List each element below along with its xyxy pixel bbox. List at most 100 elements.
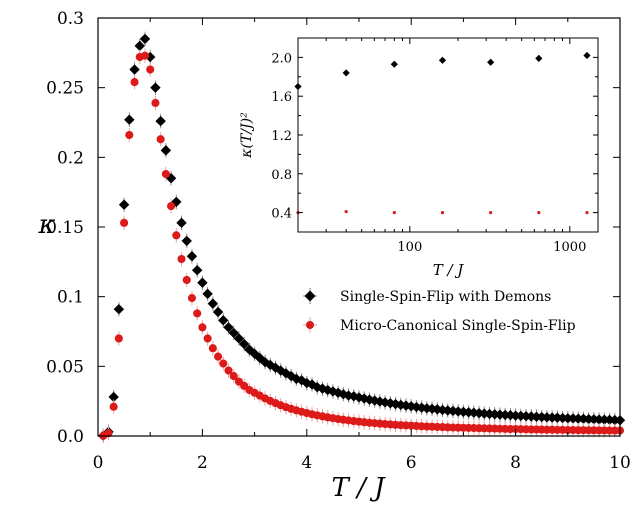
data-point-demons	[160, 145, 172, 156]
data-point-microcanonical	[203, 334, 212, 343]
data-point-microcanonical	[214, 352, 223, 361]
data-point-demons	[557, 412, 568, 424]
y-tick-label: 0.0	[57, 427, 84, 447]
data-point-microcanonical	[198, 323, 207, 332]
x-tick-label: 6	[406, 453, 417, 473]
y-tick-label: 0.3	[57, 9, 84, 29]
data-point-demons	[181, 235, 192, 247]
data-point-demons	[233, 333, 245, 344]
data-point-demons	[583, 413, 594, 425]
y-tick-label: 0.2	[57, 148, 84, 168]
inset-background	[298, 38, 598, 232]
data-point-demons	[207, 298, 219, 309]
legend-label-microcanonical: Micro-Canonical Single-Spin-Flip	[340, 318, 576, 334]
x-tick-label: 8	[510, 453, 521, 473]
data-point-demons	[186, 251, 198, 262]
inset-y-tick-label: 0.8	[271, 168, 292, 183]
data-point-microcanonical	[130, 78, 139, 87]
x-tick-label: 2	[197, 453, 208, 473]
data-point-demons	[223, 322, 234, 333]
data-point-microcanonical	[125, 130, 134, 140]
inset-x-tick-label: 100	[397, 240, 422, 255]
data-point-microcanonical	[161, 169, 170, 179]
data-point-microcanonical	[229, 372, 238, 381]
data-point-demons	[150, 82, 161, 93]
data-point-demons	[218, 315, 229, 326]
data-point-inset-microcanonical	[344, 210, 348, 214]
inset-x-axis-title: T / J	[433, 261, 465, 279]
data-point-inset-microcanonical	[392, 211, 396, 215]
data-point-microcanonical	[146, 65, 155, 74]
legend-marker-microcanonical	[306, 321, 314, 329]
data-point-inset-demons	[535, 54, 543, 62]
data-point-demons	[212, 306, 224, 318]
data-point-demons	[531, 411, 542, 422]
data-point-inset-demons	[342, 69, 350, 77]
data-point-demons	[191, 264, 203, 276]
data-point-demons	[510, 410, 521, 421]
y-tick-label: 0.05	[46, 357, 84, 377]
data-point-inset-microcanonical	[440, 211, 445, 215]
inset-y-axis-title: κ(T/J)²	[239, 112, 255, 159]
data-point-demons	[139, 33, 151, 45]
data-point-demons	[238, 338, 250, 350]
data-point-microcanonical	[224, 366, 233, 375]
x-tick-label: 0	[93, 453, 104, 473]
data-point-demons	[197, 277, 208, 288]
data-point-demons	[536, 411, 547, 423]
data-point-inset-microcanonical	[489, 211, 493, 215]
data-point-microcanonical	[140, 51, 150, 60]
data-point-inset-microcanonical	[537, 211, 541, 215]
data-point-demons	[515, 410, 527, 422]
legend-label-demons: Single-Spin-Flip with Demons	[340, 289, 551, 305]
data-point-microcanonical	[120, 218, 129, 227]
legend-marker-demons	[304, 290, 316, 302]
data-point-demons	[202, 288, 213, 300]
data-point-microcanonical	[114, 334, 123, 343]
data-point-inset-demons	[583, 51, 591, 60]
inset-y-tick-label: 2.0	[271, 51, 292, 66]
data-point-demons	[520, 411, 532, 422]
x-tick-label: 10	[609, 453, 631, 473]
inset-y-tick-label: 0.4	[271, 207, 292, 222]
data-point-demons	[129, 64, 140, 75]
data-point-demons	[124, 114, 135, 125]
data-point-demons	[108, 391, 119, 403]
main-data-points	[98, 31, 626, 443]
legend-entry-microcanonical: Micro-Canonical Single-Spin-Flip	[303, 317, 576, 334]
data-point-inset-microcanonical	[585, 211, 589, 215]
data-point-microcanonical	[156, 135, 165, 144]
legend-entry-demons: Single-Spin-Flip with Demons	[303, 288, 551, 305]
data-point-microcanonical	[208, 344, 217, 353]
data-point-demons	[113, 304, 125, 315]
inset-y-tick-label: 1.2	[271, 129, 292, 144]
data-point-demons	[228, 327, 239, 339]
data-point-inset-demons	[438, 56, 447, 64]
inset-plot: 0.4 0.8 1.2 1.6 2.0 100 1000 κ(T/J)² T / J	[239, 37, 599, 279]
main-y-axis-title: κ	[37, 210, 55, 240]
data-point-microcanonical	[219, 359, 228, 368]
data-point-microcanonical	[104, 429, 113, 438]
data-point-microcanonical	[167, 202, 176, 211]
y-tick-label: 0.1	[57, 288, 84, 308]
data-point-inset-demons	[390, 60, 398, 68]
data-point-inset-demons	[487, 58, 495, 66]
data-point-demons	[155, 115, 166, 127]
data-point-demons	[562, 413, 573, 424]
inset-ticks: 0.4 0.8 1.2 1.6 2.0 100 1000	[271, 37, 598, 255]
data-point-microcanonical	[182, 275, 191, 285]
data-point-demons	[541, 412, 553, 423]
data-point-demons	[134, 40, 145, 52]
data-point-microcanonical	[177, 254, 186, 264]
y-tick-label: 0.15	[46, 218, 84, 238]
legend: Single-Spin-Flip with Demons Micro-Canon…	[303, 288, 576, 334]
main-plot: 0 2 4 6 8 10 0.0 0.05 0.1 0.15 0.2 0.25 0.3 κ T / J	[37, 9, 630, 503]
inset-y-tick-label: 1.6	[271, 90, 292, 105]
data-point-microcanonical	[187, 294, 197, 303]
y-tick-label: 0.25	[46, 79, 84, 99]
data-point-microcanonical	[193, 309, 202, 318]
x-tick-label: 4	[301, 453, 312, 473]
data-point-microcanonical	[151, 98, 160, 108]
data-point-demons	[604, 414, 615, 426]
